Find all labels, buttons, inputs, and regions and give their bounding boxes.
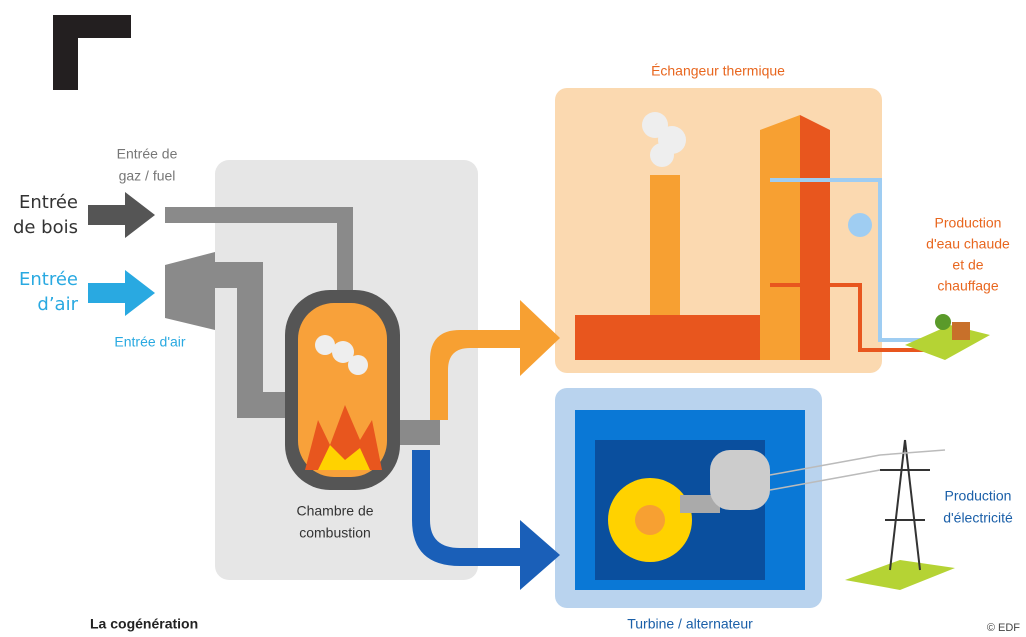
- hot-water-label: et de: [952, 257, 983, 273]
- chamber-label: combustion: [299, 525, 371, 541]
- gas-input-label: gaz / fuel: [119, 168, 176, 184]
- turbine-label: Turbine / alternateur: [627, 616, 753, 632]
- air-inlet-label: Entrée d'air: [114, 334, 185, 350]
- air-input-label: d’air: [37, 294, 78, 315]
- gas-input-label: Entrée de: [117, 146, 178, 162]
- credit: © EDF: [987, 622, 1020, 634]
- wood-input-label: Entrée: [19, 192, 78, 213]
- diagram: Entrée de bois Entrée d’air Entrée de ga…: [0, 0, 1026, 637]
- hot-water-label: Production: [935, 215, 1002, 231]
- artwork: [53, 15, 990, 608]
- electricity-label: d'électricité: [943, 510, 1013, 526]
- hot-water-label: d'eau chaude: [926, 236, 1010, 252]
- hot-water-label: chauffage: [937, 278, 998, 294]
- chamber-label: Chambre de: [296, 503, 373, 519]
- electricity-label: Production: [945, 488, 1012, 504]
- wood-input-label: de bois: [13, 217, 78, 238]
- caption: La cogénération: [90, 616, 198, 632]
- air-input-label: Entrée: [19, 269, 78, 290]
- exchanger-label: Échangeur thermique: [651, 63, 785, 79]
